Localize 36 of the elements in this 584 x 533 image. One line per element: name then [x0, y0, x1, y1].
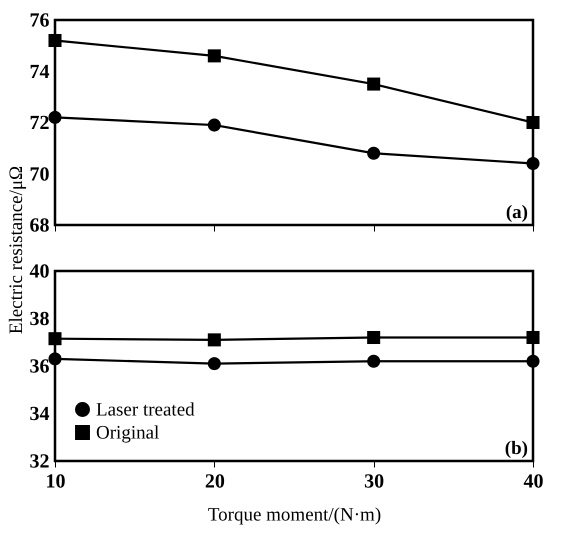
y-tick-label: 36	[30, 356, 50, 378]
annotation: (a)	[506, 202, 528, 223]
point	[367, 330, 380, 344]
y-axis-title: Electric resistance/μΩ	[6, 166, 28, 334]
x-axis-title: Torque moment/(N·m)	[208, 504, 382, 526]
y-tick-label: 68	[30, 214, 50, 236]
y-tick-label: 38	[30, 308, 50, 330]
x-tick-label: 10	[46, 470, 66, 492]
point	[208, 118, 221, 132]
point	[526, 354, 540, 368]
x-tick-label: 40	[524, 470, 544, 492]
annotation: (b)	[504, 438, 528, 459]
point	[526, 330, 540, 344]
point	[48, 352, 62, 366]
y-tick-label: 72	[30, 112, 50, 134]
point	[367, 354, 380, 368]
point	[208, 49, 221, 62]
y-tick-label: 74	[30, 60, 50, 83]
legend-label: Original	[96, 422, 160, 444]
point	[48, 110, 62, 124]
y-tick-label: 34	[30, 403, 50, 425]
y-tick-label: 76	[30, 10, 50, 32]
point	[208, 333, 221, 346]
point	[367, 78, 380, 91]
point	[526, 116, 540, 130]
y-tick-label: 32	[30, 450, 50, 472]
x-tick-label: 30	[364, 470, 384, 492]
point	[48, 34, 62, 48]
legend-label: Laser treated	[96, 400, 196, 420]
x-tick-label: 20	[204, 470, 225, 492]
y-tick-label: 40	[30, 260, 50, 282]
point	[48, 332, 62, 346]
point	[208, 357, 221, 370]
point	[367, 146, 380, 160]
y-tick-label: 70	[30, 163, 50, 186]
point	[526, 156, 540, 170]
